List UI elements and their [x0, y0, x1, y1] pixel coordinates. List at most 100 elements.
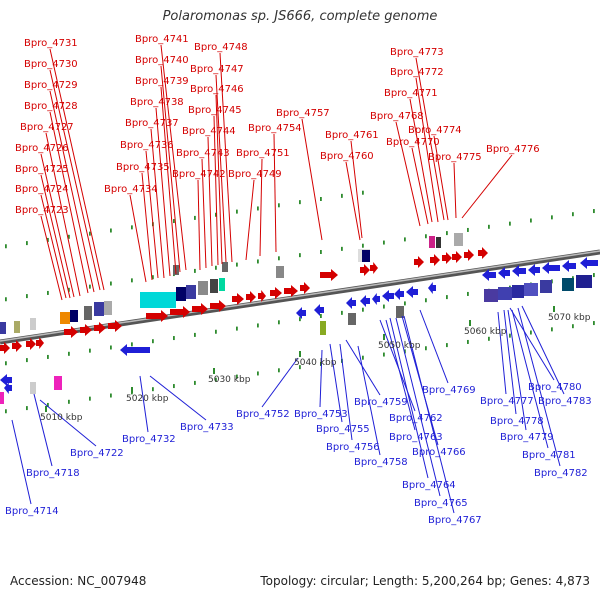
forward-leader-line: [245, 179, 255, 261]
reverse-gene-arrow: [346, 297, 356, 309]
forward-gene-label: Bpro_4772: [390, 67, 444, 78]
track-tick: [215, 329, 217, 334]
forward-gene-label: Bpro_4768: [370, 111, 424, 122]
reverse-gene-arrow: [528, 264, 540, 276]
track-tick: [446, 231, 448, 236]
reverse-gene-label: Bpro_4781: [522, 450, 576, 461]
feature-block: [540, 280, 552, 293]
track-tick: [467, 291, 469, 296]
reverse-gene-label: Bpro_4782: [534, 468, 588, 479]
forward-gene-label: Bpro_4775: [428, 152, 482, 163]
track-tick: [194, 215, 196, 220]
track-tick: [299, 365, 301, 370]
track-tick: [341, 310, 343, 315]
reverse-leader-line: [11, 419, 32, 505]
forward-gene-label: Bpro_4730: [24, 59, 78, 70]
forward-gene-arrow: [258, 290, 266, 302]
forward-gene-arrow: [12, 340, 22, 352]
forward-leader-line: [415, 77, 439, 223]
forward-gene-label: Bpro_4724: [15, 184, 69, 195]
track-tick: [257, 323, 259, 328]
feature-block: [60, 312, 70, 324]
reverse-leader-line: [521, 305, 565, 395]
forward-leader-line: [201, 158, 207, 269]
track-tick: [131, 225, 133, 230]
forward-gene-label: Bpro_4771: [384, 88, 438, 99]
forward-leader-line: [160, 86, 177, 275]
track-tick: [278, 256, 280, 261]
forward-leader-line: [145, 150, 159, 279]
forward-gene-label: Bpro_4776: [486, 144, 540, 155]
track-tick: [320, 250, 322, 254]
track-tick: [47, 402, 49, 407]
forward-gene-arrow: [320, 269, 338, 281]
forward-leader-line: [150, 128, 165, 279]
track-tick: [278, 320, 280, 325]
feature-block: [210, 279, 218, 293]
track-tick: [68, 351, 70, 356]
feature-block: [396, 306, 404, 318]
track-tick: [26, 294, 28, 299]
reverse-leader-line: [329, 343, 343, 423]
track-tick: [68, 234, 70, 239]
reverse-gene-label: Bpro_4732: [122, 434, 176, 445]
track-tick: [215, 212, 217, 217]
forward-gene-arrow: [430, 254, 440, 266]
track-tick: [173, 219, 175, 224]
forward-leader-line: [197, 179, 201, 271]
forward-gene-arrow: [80, 324, 92, 336]
track-tick: [152, 275, 154, 280]
genome-title: Polaromonas sp. JS666, complete genome: [162, 9, 438, 24]
forward-gene-label: Bpro_4725: [15, 164, 69, 175]
reverse-gene-label: Bpro_4753: [294, 409, 348, 420]
feature-block: [454, 233, 463, 246]
forward-gene-label: Bpro_4727: [20, 122, 74, 133]
track-tick: [488, 336, 490, 341]
forward-leader-line: [160, 65, 181, 273]
forward-gene-arrow: [210, 300, 226, 312]
reverse-gene-arrow: [542, 262, 560, 274]
feature-block: [498, 287, 512, 300]
forward-gene-label: Bpro_4757: [276, 108, 330, 119]
track-tick: [89, 348, 91, 353]
feature-block: [276, 266, 284, 278]
reverse-gene-arrow: [0, 374, 12, 386]
reverse-leader-line: [389, 317, 429, 479]
scale-label: 5020 kbp: [126, 394, 169, 404]
reverse-gene-label: Bpro_4766: [412, 447, 466, 458]
forward-gene-arrow: [478, 247, 488, 259]
forward-gene-arrow: [370, 262, 378, 274]
track-tick: [572, 212, 574, 217]
feature-block: [222, 262, 228, 272]
forward-leader-line: [219, 52, 233, 263]
reverse-gene-label: Bpro_4755: [316, 424, 370, 435]
forward-gene-label: Bpro_4749: [228, 169, 282, 180]
forward-gene-label: Bpro_4737: [125, 118, 179, 129]
feature-block: [94, 302, 104, 316]
reverse-gene-label: Bpro_4777: [480, 396, 534, 407]
track-tick: [5, 297, 7, 302]
forward-gene-arrow: [360, 264, 370, 276]
track-tick: [5, 244, 7, 249]
reverse-leader-line: [385, 319, 416, 431]
track-tick: [383, 240, 385, 245]
reverse-leader-line: [403, 315, 455, 514]
track-tick: [509, 333, 511, 338]
forward-gene-label: Bpro_4754: [248, 123, 302, 134]
track-tick: [215, 265, 217, 270]
track-tick: [5, 361, 7, 366]
track-tick: [194, 332, 196, 337]
forward-gene-label: Bpro_4738: [130, 97, 184, 108]
forward-gene-label: Bpro_4774: [408, 125, 462, 136]
track-tick: [320, 197, 322, 201]
track-tick: [257, 259, 259, 264]
feature-block: [562, 278, 574, 291]
reverse-gene-label: Bpro_4733: [180, 422, 234, 433]
track-tick: [446, 343, 448, 348]
forward-gene-label: Bpro_4744: [182, 126, 236, 137]
feature-block: [219, 278, 225, 291]
reverse-gene-arrow: [482, 269, 496, 281]
track-tick: [404, 301, 406, 306]
track-tick: [89, 231, 91, 236]
